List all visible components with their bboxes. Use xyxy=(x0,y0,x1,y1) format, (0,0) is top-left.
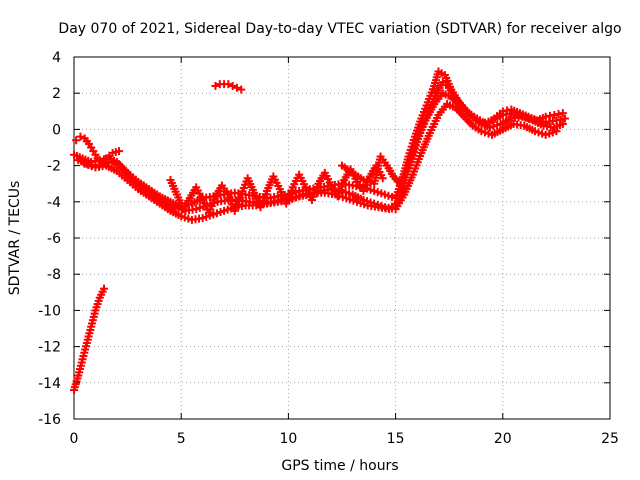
y-tick-label: 4 xyxy=(52,50,61,66)
data-point xyxy=(237,85,246,94)
chart-title: Day 070 of 2021, Sidereal Day-to-day VTE… xyxy=(58,21,621,37)
y-tick-label: -10 xyxy=(38,303,61,319)
y-tick-label: -4 xyxy=(47,195,61,211)
data-point xyxy=(558,109,567,118)
data-point xyxy=(378,174,387,183)
series-early-descent xyxy=(70,284,109,395)
y-tick-label: -16 xyxy=(38,412,61,428)
y-tick-label: -8 xyxy=(47,267,61,283)
data-point xyxy=(560,114,569,123)
x-tick-label: 5 xyxy=(177,431,186,447)
x-tick-label: 25 xyxy=(601,431,619,447)
y-tick-label: -12 xyxy=(38,340,61,356)
x-tick-label: 10 xyxy=(279,431,297,447)
grid-layer xyxy=(74,57,610,419)
data-point xyxy=(232,83,241,92)
y-tick-label: -6 xyxy=(47,231,61,247)
y-tick-label: 2 xyxy=(52,86,61,102)
series-late-rise xyxy=(338,89,567,188)
data-layer xyxy=(70,67,569,395)
y-tick-label: 0 xyxy=(52,122,61,138)
series-pass-c xyxy=(80,100,561,224)
y-tick-label: -14 xyxy=(38,376,61,392)
data-point xyxy=(224,80,233,89)
x-tick-label: 20 xyxy=(494,431,512,447)
data-point xyxy=(552,127,561,136)
data-point xyxy=(115,147,124,156)
data-point xyxy=(100,284,109,293)
data-point xyxy=(558,119,567,128)
data-point xyxy=(76,132,85,141)
tick-layer: 0 5 10 15 20 25 -16 -14 -12 -10 -8 -6 -4 -2 0 2 4 xyxy=(38,50,619,447)
data-point xyxy=(72,136,81,145)
x-tick-label: 0 xyxy=(70,431,79,447)
series-isolated-arc xyxy=(211,80,246,94)
x-tick-label: 15 xyxy=(387,431,405,447)
y-axis-label: SDTVAR / TECUs xyxy=(7,181,23,296)
x-axis-label: GPS time / hours xyxy=(281,458,398,474)
data-point xyxy=(228,81,237,90)
y-tick-label: -2 xyxy=(47,159,61,175)
data-point xyxy=(211,81,220,90)
